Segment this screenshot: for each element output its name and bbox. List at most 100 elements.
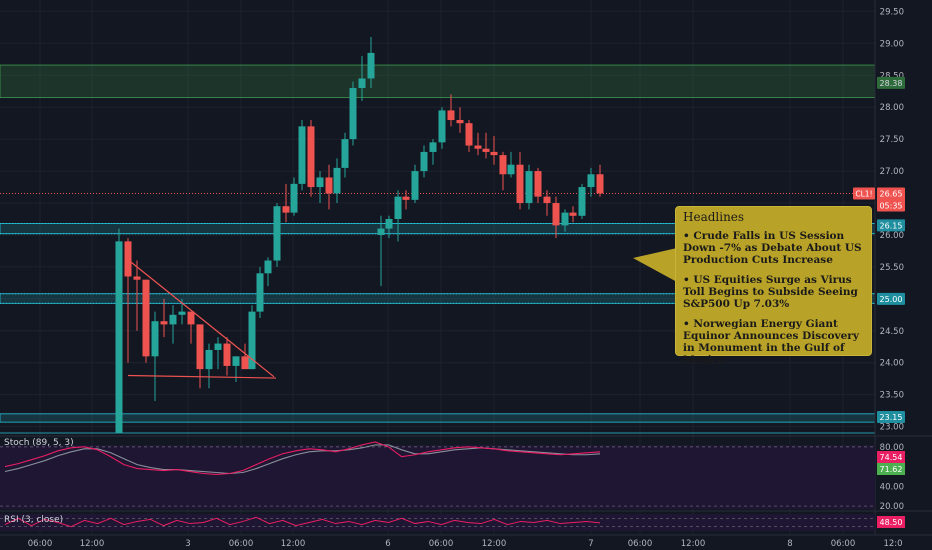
y-tick-label: 27.00	[880, 167, 904, 177]
headlines-title: Headlines	[683, 210, 745, 224]
y-tick-label: 29.50	[880, 7, 904, 17]
candle-up	[438, 110, 446, 143]
candle-down	[307, 126, 315, 188]
y-tick-label: 23.50	[880, 391, 904, 401]
candle-down	[325, 177, 333, 194]
triangle-upper-trendline	[128, 260, 275, 378]
stoch-d-tag-bg	[877, 463, 905, 475]
headline-item: Crude Falls in US Session Down -7% as De…	[683, 230, 864, 266]
candle-up	[367, 52, 375, 79]
triangle-lower-trendline	[127, 374, 277, 379]
stoch-d-value: 71.62	[880, 465, 903, 474]
candle-down	[552, 203, 560, 226]
rsi-tag-bg	[877, 516, 905, 528]
current-price-label: 26.65	[880, 189, 903, 198]
price-tag-zone-low: 23.15	[880, 413, 903, 422]
candle-up	[205, 349, 213, 370]
candle-up	[507, 164, 515, 175]
candle-up	[333, 167, 341, 194]
headlines-callout[interactable]: Headlines Crude Falls in US Session Down…	[675, 206, 872, 366]
stoch-band-background	[0, 445, 875, 509]
x-tick-label: 12:00	[80, 539, 105, 549]
candle-down	[569, 212, 577, 216]
price-tag-zone-low-bg	[877, 411, 905, 424]
candle-up	[169, 314, 177, 325]
x-tick-label: 06:00	[229, 539, 254, 549]
x-tick-label: 06:00	[429, 539, 454, 549]
candle-up	[232, 356, 240, 366]
candle-up	[256, 273, 264, 312]
headline-item: Norwegian Energy Giant Equinor Announces…	[683, 318, 864, 366]
stoch-y-tick: 40.00	[880, 482, 904, 492]
candle-up	[341, 139, 349, 168]
rsi-pane-title: RSI (3, close)	[4, 515, 64, 525]
stoch-pane-title: Stoch (89, 5, 3)	[4, 438, 74, 448]
x-tick-label: 12:00	[681, 539, 706, 549]
candle-down	[534, 171, 542, 197]
support-resistance-zone	[0, 64, 876, 99]
support-resistance-zone	[0, 413, 876, 423]
candle-down	[456, 119, 464, 124]
candle-up	[316, 177, 324, 188]
stoch-k-line	[4, 441, 601, 476]
candle-down	[543, 196, 551, 204]
candle-up	[578, 187, 586, 216]
x-tick-label: 06:00	[628, 539, 653, 549]
y-tick-label: 28.50	[880, 71, 904, 81]
candle-up	[115, 241, 123, 433]
x-tick-label: 6	[385, 539, 390, 549]
x-tick-label: 12:00	[281, 539, 306, 549]
candle-up	[214, 343, 222, 350]
candle-down	[490, 151, 498, 156]
y-tick-label: 28.00	[880, 103, 904, 113]
candle-up	[587, 174, 595, 188]
y-tick-label: 29.00	[880, 39, 904, 49]
x-tick-label: 3	[185, 539, 190, 549]
y-tick-label: 25.50	[880, 263, 904, 273]
candle-up	[358, 78, 366, 89]
y-tick-label: 23.00	[880, 423, 904, 433]
candle-up	[248, 311, 256, 370]
candle-down	[465, 123, 473, 146]
candle-down	[516, 164, 524, 204]
candle-down	[160, 321, 168, 325]
candle-up	[151, 321, 159, 357]
price-tag-zone-mid-lower: 25.00	[880, 295, 903, 304]
candle-up	[385, 219, 393, 229]
price-tag-zone-mid-upper: 26.15	[880, 221, 903, 230]
x-tick-label: 12:0	[883, 539, 902, 549]
x-tick-label: 06:00	[831, 539, 856, 549]
candle-up	[349, 88, 357, 140]
x-tick-label: 8	[787, 539, 792, 549]
rsi-line	[4, 516, 601, 528]
y-tick-label: 27.50	[880, 135, 904, 145]
current-price-tag-bg	[877, 187, 905, 212]
candle-down	[474, 145, 482, 149]
candle-up	[561, 212, 569, 226]
candle-up	[290, 183, 298, 213]
price-tag-zone-mid-upper-bg	[877, 219, 905, 232]
candle-down	[447, 110, 455, 120]
candle-up	[394, 196, 402, 219]
y-tick-label: 24.00	[880, 359, 904, 369]
x-tick-label: 12:00	[482, 539, 507, 549]
x-tick-label: 7	[588, 539, 593, 549]
candle-down	[241, 356, 249, 370]
candle-down	[223, 343, 231, 366]
stoch-k-value: 74.54	[880, 453, 903, 462]
headlines-callout-tail	[633, 248, 677, 282]
symbol-tag: CL1!	[855, 189, 872, 198]
candle-up	[298, 126, 306, 184]
candle-up	[525, 171, 533, 204]
candle-down	[596, 174, 604, 194]
candle-up	[411, 171, 419, 200]
x-tick-label: 06:00	[28, 539, 53, 549]
y-tick-label: 26.00	[880, 231, 904, 241]
stoch-y-tick: 20.00	[880, 502, 904, 512]
candle-down	[499, 155, 507, 175]
candle-down	[196, 324, 204, 370]
candle-up	[377, 228, 385, 235]
candle-down	[187, 311, 195, 325]
symbol-tag-bg	[853, 187, 875, 200]
headline-item: US Equities Surge as Virus Toll Begins t…	[683, 274, 864, 310]
